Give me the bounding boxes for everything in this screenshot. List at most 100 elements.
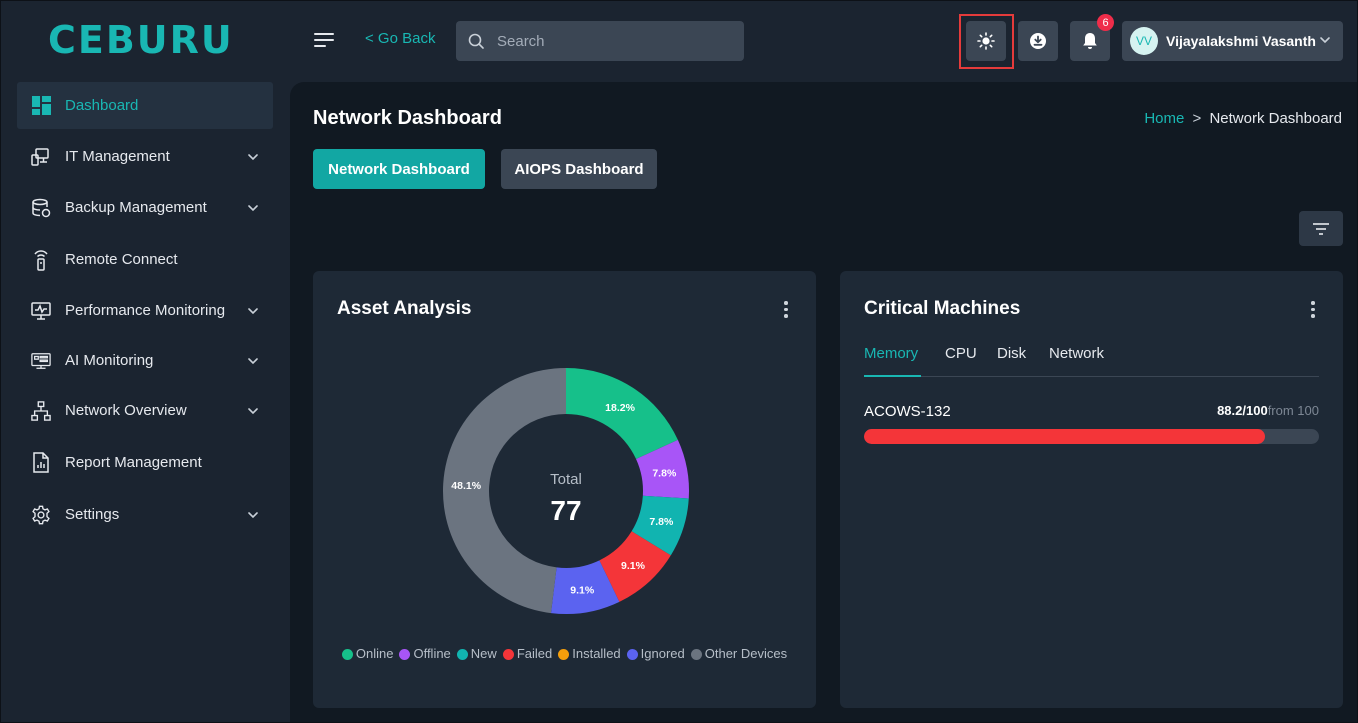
legend-label: Failed xyxy=(516,646,553,661)
tab-disk[interactable]: Disk xyxy=(997,345,1027,362)
tab-network-dashboard[interactable]: Network Dashboard xyxy=(313,149,485,189)
sidebar-item-performance-monitoring[interactable]: Performance Monitoring xyxy=(17,287,273,334)
usage-progress-fill xyxy=(864,429,1266,444)
usage-value: 88.2/100 xyxy=(1217,403,1268,418)
legend-item-other-devices[interactable]: Other Devices xyxy=(690,643,788,665)
download-icon xyxy=(1030,33,1046,49)
donut-slice-other-devices[interactable] xyxy=(443,368,566,614)
sun-icon xyxy=(977,32,995,50)
sidebar-item-ai-monitoring[interactable]: AI Monitoring xyxy=(17,337,273,384)
user-menu[interactable]: VV Vijayalakshmi Vasanth xyxy=(1122,21,1343,61)
machine-name[interactable]: ACOWS-132 xyxy=(864,403,951,420)
card-title: Critical Machines xyxy=(864,298,1021,319)
donut-slice-label: 18.2% xyxy=(605,402,635,414)
ai-monitor-icon xyxy=(31,351,51,371)
sidebar-item-label: Backup Management xyxy=(65,199,207,216)
search-input[interactable] xyxy=(497,32,727,50)
more-options-icon[interactable] xyxy=(782,301,790,319)
sidebar-item-label: Remote Connect xyxy=(65,251,178,268)
legend-label: Offline xyxy=(413,646,451,661)
card-title: Asset Analysis xyxy=(337,298,472,319)
sidebar-item-backup-management[interactable]: Backup Management xyxy=(17,184,273,231)
tab-aiops-dashboard[interactable]: AIOPS Dashboard xyxy=(501,149,657,189)
breadcrumb-separator: > xyxy=(1192,110,1202,127)
tab-memory[interactable]: Memory xyxy=(864,345,921,377)
legend-item-offline[interactable]: Offline xyxy=(399,643,451,665)
bell-icon xyxy=(1083,33,1097,49)
tab-network[interactable]: Network xyxy=(1049,345,1105,362)
notifications-button[interactable] xyxy=(1070,21,1110,61)
sidebar-item-remote-connect[interactable]: Remote Connect xyxy=(17,236,273,283)
sidebar-item-it-management[interactable]: IT Management xyxy=(17,133,273,180)
legend-item-ignored[interactable]: Ignored xyxy=(626,643,685,665)
download-button[interactable] xyxy=(1018,21,1058,61)
logo-text: CEBURU xyxy=(48,18,234,62)
grid-icon xyxy=(31,96,51,116)
search-icon xyxy=(468,33,484,49)
chevron-down-icon xyxy=(1320,37,1330,44)
donut-slice-label: 7.8% xyxy=(649,516,674,528)
sidebar-item-settings[interactable]: Settings xyxy=(17,491,273,538)
sidebar-item-label: Performance Monitoring xyxy=(65,302,226,319)
sidebar-item-dashboard[interactable]: Dashboard xyxy=(17,82,273,129)
theme-toggle-button[interactable] xyxy=(966,21,1006,61)
donut-slice-online[interactable] xyxy=(566,368,678,460)
critical-machines-card: Critical Machines Memory CPU Disk Networ… xyxy=(840,271,1343,708)
donut-center-value: 77 xyxy=(550,495,581,526)
tab-cpu[interactable]: CPU xyxy=(945,345,977,362)
donut-slice-label: 48.1% xyxy=(451,480,481,492)
search-box[interactable] xyxy=(456,21,744,61)
go-back-link[interactable]: < Go Back xyxy=(365,30,436,47)
devices-icon xyxy=(31,147,51,167)
menu-toggle-icon[interactable] xyxy=(314,31,334,49)
network-icon xyxy=(31,400,51,421)
legend-item-installed[interactable]: Installed xyxy=(558,643,621,665)
report-icon xyxy=(31,452,51,473)
donut-slice-failed[interactable] xyxy=(599,531,671,602)
filter-icon xyxy=(1313,222,1329,235)
database-icon xyxy=(31,198,51,218)
filter-button[interactable] xyxy=(1299,211,1343,246)
sidebar-item-label: Report Management xyxy=(65,454,202,471)
page-title: Network Dashboard xyxy=(313,107,502,129)
avatar: VV xyxy=(1130,27,1158,55)
user-name: Vijayalakshmi Vasanth xyxy=(1166,33,1316,49)
chevron-down-icon xyxy=(248,512,258,519)
machine-usage-value: 88.2/100from 100 xyxy=(1217,403,1319,418)
legend-label: Online xyxy=(355,646,394,661)
theme-toggle-highlight xyxy=(959,14,1014,69)
chevron-down-icon xyxy=(248,308,258,315)
legend-label: Ignored xyxy=(640,646,685,661)
donut-slice-offline[interactable] xyxy=(636,439,689,499)
breadcrumb-current: Network Dashboard xyxy=(1209,110,1342,127)
legend-swatch xyxy=(626,648,638,660)
legend-item-new[interactable]: New xyxy=(456,643,497,665)
sidebar-item-label: Network Overview xyxy=(65,402,187,419)
chevron-down-icon xyxy=(248,408,258,415)
donut-slice-new[interactable] xyxy=(631,495,689,556)
legend-label: Other Devices xyxy=(704,646,788,661)
ceburu-logo[interactable]: CEBURU xyxy=(48,18,234,62)
donut-slice-label: 9.1% xyxy=(570,585,595,597)
legend-swatch xyxy=(690,648,702,660)
legend-swatch xyxy=(456,648,468,660)
remote-icon xyxy=(31,249,51,271)
breadcrumb-home-link[interactable]: Home xyxy=(1144,110,1185,127)
monitor-icon xyxy=(31,301,51,321)
sidebar-item-network-overview[interactable]: Network Overview xyxy=(17,387,273,434)
usage-suffix: from 100 xyxy=(1267,403,1319,418)
sidebar-item-label: IT Management xyxy=(65,148,170,165)
legend-item-failed[interactable]: Failed xyxy=(502,643,553,665)
more-options-icon[interactable] xyxy=(1309,301,1317,319)
legend-swatch xyxy=(502,648,514,660)
donut-slice-label: 9.1% xyxy=(621,560,646,572)
legend-item-online[interactable]: Online xyxy=(341,643,394,665)
chevron-down-icon xyxy=(248,358,258,365)
donut-slice-ignored[interactable] xyxy=(550,560,620,614)
notification-badge: 6 xyxy=(1097,14,1114,31)
legend-label: New xyxy=(470,646,497,661)
sidebar-item-report-management[interactable]: Report Management xyxy=(17,439,273,486)
legend-swatch xyxy=(341,648,353,660)
sidebar: Dashboard IT Management Backup Managemen… xyxy=(0,82,290,723)
chevron-down-icon xyxy=(248,205,258,212)
